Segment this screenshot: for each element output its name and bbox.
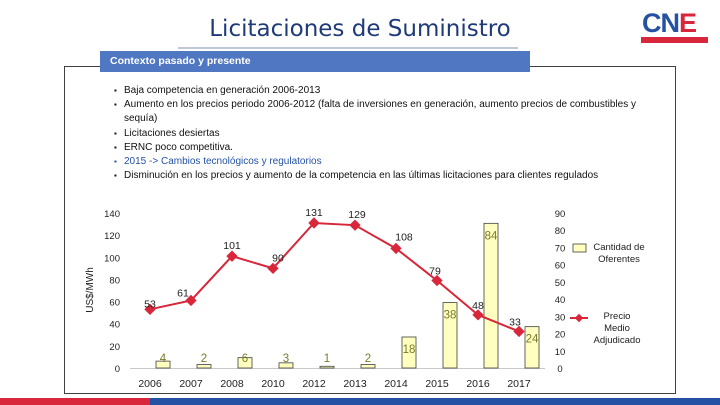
- y-left-tick-label: 20: [109, 342, 120, 353]
- y-right-tick-label: 20: [555, 330, 566, 341]
- bar: [360, 364, 376, 369]
- price-line: [149, 221, 520, 333]
- y-left-tick-label: 40: [109, 320, 120, 331]
- page-title: Licitaciones de Suministro: [209, 16, 511, 42]
- bar: [401, 336, 417, 369]
- bullet-item: Licitaciones desiertas: [114, 127, 654, 141]
- legend-line-label-line: Medio: [604, 323, 630, 334]
- price-marker: [349, 219, 361, 231]
- y-axis-label: US$/MWh: [85, 267, 96, 313]
- x-tick-label: 2007: [179, 378, 203, 390]
- bullet-item: ERNC poco competitiva.: [114, 141, 654, 155]
- section-label: Contexto pasado y presente: [100, 51, 530, 72]
- price-value-label: 108: [395, 231, 413, 243]
- bar: [319, 365, 335, 369]
- y-left-tick-label: 140: [104, 209, 120, 220]
- y-right-tick-label: 50: [555, 278, 566, 289]
- price-value-label: 33: [509, 316, 521, 328]
- y-right-tick-label: 60: [555, 261, 566, 272]
- bar-value-label: 1: [324, 353, 330, 365]
- legend-line-marker: [574, 313, 584, 323]
- bar: [278, 362, 294, 369]
- price-value-label: 101: [223, 240, 241, 252]
- x-tick-label: 2010: [261, 378, 285, 390]
- bullet-list: Baja competencia en generación 2006-2013…: [114, 84, 654, 184]
- footer-strip: [0, 398, 720, 405]
- price-value-label: 53: [144, 298, 156, 310]
- price-marker: [144, 303, 156, 315]
- x-tick-label: 2014: [384, 378, 408, 390]
- bar-value-label: 3: [283, 353, 289, 365]
- bullet-item: Baja competencia en generación 2006-2013: [114, 84, 654, 98]
- x-tick-label: 2008: [220, 378, 244, 390]
- logo-accent-bar: [641, 37, 708, 43]
- bullet-item: Disminución en los precios y aumento de …: [114, 169, 654, 183]
- price-value-label: 131: [305, 207, 323, 219]
- legend-bar-swatch: [572, 243, 587, 253]
- title-underline: [178, 47, 518, 49]
- y-right-tick-label: 10: [555, 347, 566, 358]
- price-value-label: 90: [272, 252, 284, 264]
- price-marker: [267, 262, 279, 275]
- y-right-tick-label: 40: [555, 295, 566, 306]
- y-right-tick-label: 80: [555, 226, 566, 237]
- bar-value-label: 18: [403, 344, 416, 356]
- y-left-tick-label: 120: [104, 231, 120, 242]
- y-right-tick-label: 0: [557, 364, 562, 375]
- price-value-label: 48: [472, 300, 484, 312]
- bar-value-label: 38: [444, 310, 457, 322]
- price-marker: [472, 309, 484, 321]
- x-tick-label: 2017: [507, 378, 531, 390]
- y-left-tick-label: 100: [104, 253, 120, 264]
- price-value-label: 129: [348, 209, 366, 221]
- bar-value-label: 6: [242, 353, 248, 365]
- price-marker: [308, 217, 320, 229]
- price-value-label: 79: [429, 266, 441, 278]
- bar-value-label: 84: [485, 230, 498, 242]
- y-right-tick-label: 90: [555, 209, 566, 220]
- x-tick-label: 2015: [425, 378, 449, 390]
- price-marker: [431, 274, 443, 287]
- bar-value-label: 24: [526, 334, 539, 346]
- y-left-tick-label: 60: [109, 298, 120, 309]
- x-tick-label: 2016: [466, 378, 490, 390]
- legend-line-label-line: Precio: [604, 311, 631, 322]
- bar: [155, 360, 171, 369]
- bar-value-label: 2: [201, 353, 207, 365]
- cne-logo: CNE: [642, 8, 697, 38]
- x-tick-label: 2013: [343, 378, 367, 390]
- bar: [483, 222, 499, 369]
- bar-value-label: 4: [160, 353, 167, 365]
- price-value-label: 61: [177, 287, 189, 299]
- y-right-tick-label: 30: [555, 312, 566, 323]
- bullet-item-highlight: 2015 -> Cambios tecnológicos y regulator…: [114, 155, 654, 169]
- x-tick-label: 2006: [138, 378, 162, 390]
- price-marker: [226, 250, 238, 262]
- x-tick-label: 2012: [302, 378, 326, 390]
- bar: [524, 326, 540, 369]
- y-left-tick-label: 80: [109, 275, 120, 286]
- legend-bar-label-line: Oferentes: [598, 254, 640, 265]
- bar: [442, 302, 458, 369]
- legend-bar-label-line: Cantidad de: [593, 242, 644, 253]
- y-left-tick-label: 0: [115, 364, 120, 375]
- price-marker: [390, 242, 402, 255]
- bar-value-label: 2: [365, 353, 371, 365]
- price-marker: [513, 325, 525, 338]
- legend-line-label-line: Adjudicado: [593, 335, 640, 346]
- bullet-item: Aumento en los precios periodo 2006-2012…: [114, 98, 654, 126]
- y-right-tick-label: 70: [555, 243, 566, 254]
- bar: [196, 364, 212, 369]
- bar: [237, 357, 253, 369]
- price-marker: [185, 294, 197, 307]
